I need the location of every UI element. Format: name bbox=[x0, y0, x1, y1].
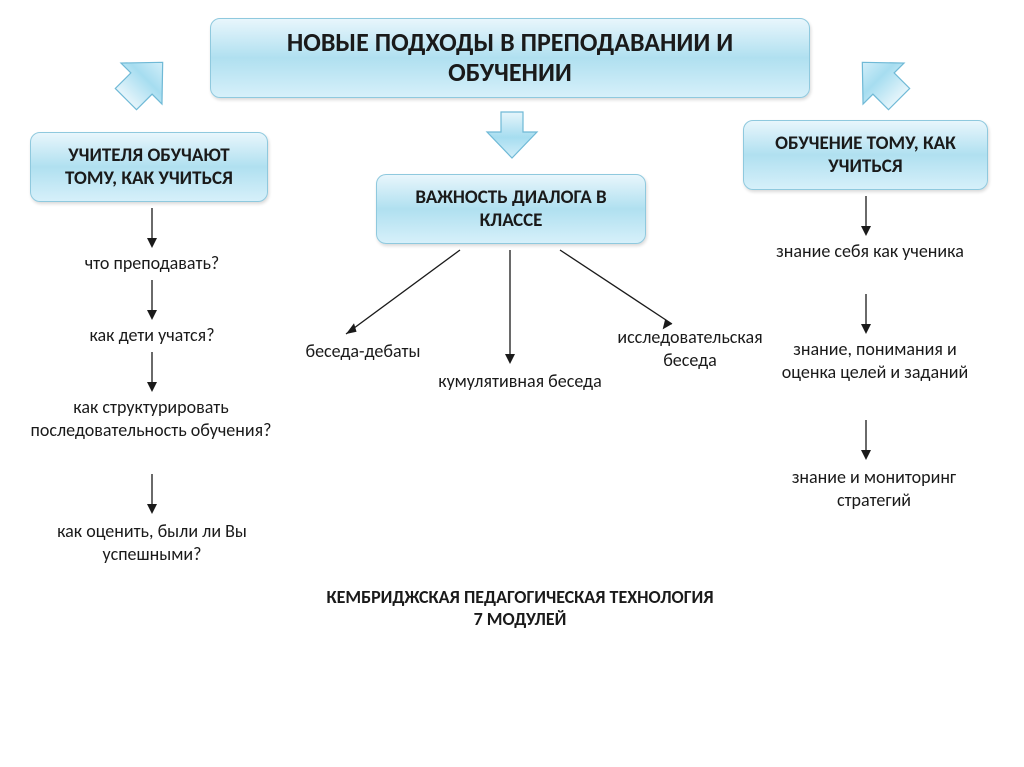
right-item-1: знание, понимания и оценка целей и задан… bbox=[770, 338, 980, 383]
footer-line-1: КЕМБРИДЖСКАЯ ПЕДАГОГИЧЕСКАЯ ТЕХНОЛОГИЯ bbox=[300, 586, 740, 609]
arrow-left-2 bbox=[146, 352, 158, 392]
title-box: НОВЫЕ ПОДХОДЫ В ПРЕПОДАВАНИИ И ОБУЧЕНИИ bbox=[210, 18, 810, 98]
arrow-left-0 bbox=[146, 208, 158, 248]
center-item-1: кумулятивная беседа bbox=[430, 370, 610, 393]
right-box: ОБУЧЕНИЕ ТОМУ, КАК УЧИТЬСЯ bbox=[743, 120, 988, 190]
right-item-2: знание и мониторинг стратегий bbox=[758, 466, 990, 511]
left-item-2: как структурировать последовательность о… bbox=[26, 396, 276, 441]
left-item-1: как дети учатся? bbox=[52, 324, 252, 347]
right-item-0: знание себя как ученика bbox=[770, 240, 970, 263]
left-item-0: что преподавать? bbox=[52, 252, 252, 275]
center-box: ВАЖНОСТЬ ДИАЛОГА В КЛАССЕ bbox=[376, 174, 646, 244]
arrow-left-3 bbox=[146, 474, 158, 514]
block-arrow-right-icon bbox=[845, 45, 915, 115]
center-item-0: беседа-дебаты bbox=[278, 340, 448, 363]
center-item-2: исследовательская беседа bbox=[590, 326, 790, 371]
block-arrow-left-icon bbox=[110, 45, 180, 115]
arrow-left-1 bbox=[146, 280, 158, 320]
arrow-right-2 bbox=[860, 420, 872, 460]
footer-line-2: 7 МОДУЛЕЙ bbox=[300, 608, 740, 631]
block-arrow-down-icon bbox=[479, 106, 545, 166]
left-item-3: как оценить, были ли Вы успешными? bbox=[42, 520, 262, 565]
left-box: УЧИТЕЛЯ ОБУЧАЮТ ТОМУ, КАК УЧИТЬСЯ bbox=[30, 132, 268, 202]
arrow-right-1 bbox=[860, 294, 872, 334]
arrow-right-0 bbox=[860, 196, 872, 236]
